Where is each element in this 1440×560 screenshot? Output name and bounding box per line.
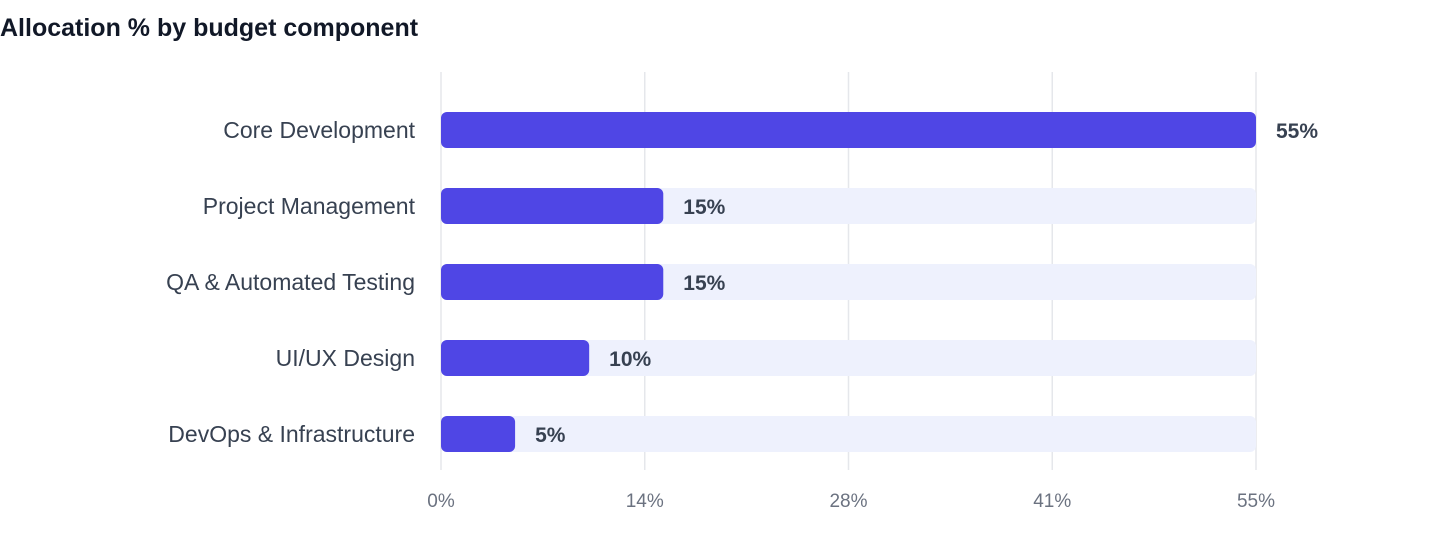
- bars: [441, 112, 1256, 452]
- chart-title: Allocation % by budget component: [0, 14, 419, 42]
- value-label: 5%: [535, 424, 566, 447]
- category-label: Project Management: [203, 193, 416, 219]
- bar: [441, 112, 1256, 148]
- bar-track: [441, 340, 1256, 376]
- x-tick-label: 55%: [1237, 491, 1275, 512]
- x-axis-ticks: 0% 14% 28% 41% 55%: [427, 491, 1275, 512]
- value-label: 15%: [683, 272, 725, 295]
- category-label: Core Development: [223, 117, 415, 143]
- bar-track: [441, 416, 1256, 452]
- x-tick-label: 28%: [829, 491, 867, 512]
- value-label: 15%: [683, 196, 725, 219]
- bar: [441, 416, 516, 452]
- category-label: QA & Automated Testing: [166, 269, 415, 295]
- x-tick-label: 14%: [626, 491, 664, 512]
- value-label: 10%: [609, 348, 651, 371]
- x-tick-label: 0%: [427, 491, 455, 512]
- bar: [441, 188, 664, 224]
- bar: [441, 264, 664, 300]
- bar: [441, 340, 590, 376]
- value-label: 55%: [1276, 120, 1318, 143]
- x-tick-label: 41%: [1033, 491, 1071, 512]
- labels: Core Development 55% Project Management 15%…: [166, 117, 1318, 447]
- category-label: UI/UX Design: [276, 345, 415, 371]
- category-label: DevOps & Infrastructure: [168, 421, 415, 447]
